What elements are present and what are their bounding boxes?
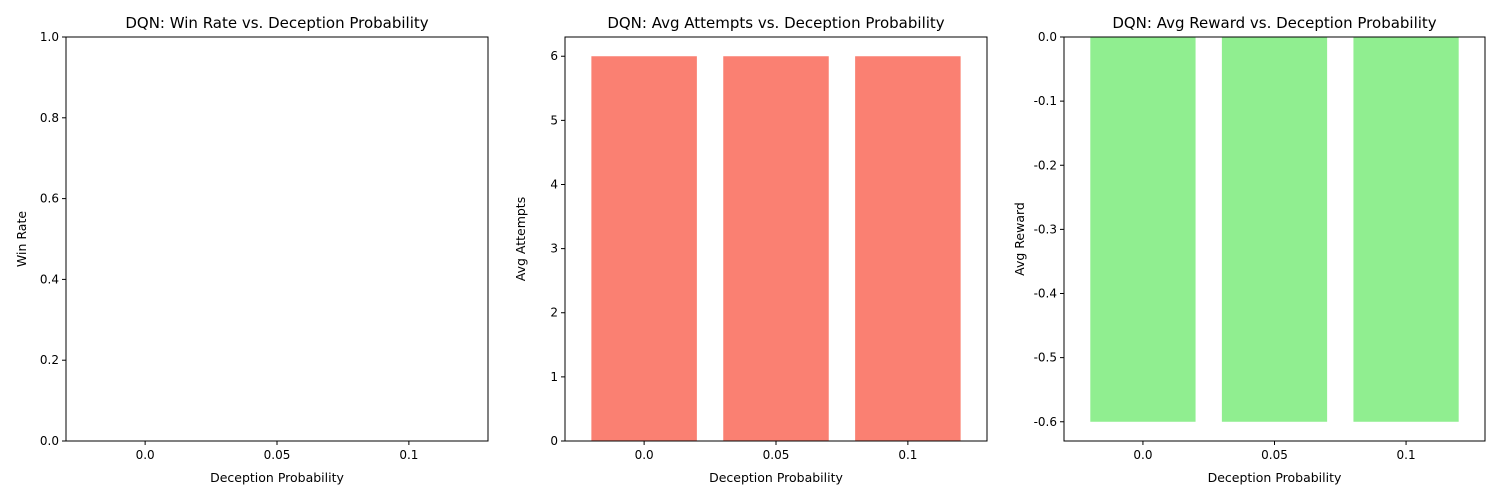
chart-title: DQN: Win Rate vs. Deception Probability [125,14,428,32]
chart-title: DQN: Avg Attempts vs. Deception Probabil… [607,14,944,32]
y-axis-label: Avg Attempts [513,197,528,281]
x-axis-label: Deception Probability [210,470,344,485]
x-axis-label: Deception Probability [1208,470,1342,485]
y-tick-label: -0.6 [1034,415,1057,429]
y-tick-label: 0.6 [40,192,59,206]
y-tick-label: 0.0 [40,434,59,448]
bar [1090,37,1196,422]
y-tick-label: 0.4 [40,272,59,286]
x-tick-label: 0.1 [1397,448,1416,462]
y-axis-label: Win Rate [14,211,29,267]
bar [1353,37,1459,422]
x-tick-label: 0.1 [898,448,917,462]
bar [855,56,961,441]
y-tick-label: 2 [550,306,558,320]
bar [723,56,829,441]
x-tick-label: 0.0 [1133,448,1152,462]
y-tick-label: 1.0 [40,30,59,44]
x-tick-label: 0.0 [136,448,155,462]
x-tick-label: 0.0 [635,448,654,462]
y-tick-label: -0.2 [1034,158,1057,172]
chart-title: DQN: Avg Reward vs. Deception Probabilit… [1112,14,1436,32]
x-tick-label: 0.05 [1261,448,1288,462]
x-tick-label: 0.05 [763,448,790,462]
x-tick-label: 0.05 [264,448,291,462]
bar [1221,37,1328,422]
bar [591,56,697,441]
subplot-2: 0.0 0.05 0.1 0 1 2 3 4 5 6 DQN: Avg Attempts vs. D… [513,14,988,485]
y-tick-label: 0 [550,434,558,448]
y-tick-label: 1 [550,370,558,384]
y-tick-label: -0.5 [1034,351,1057,365]
axes-frame [65,36,489,442]
x-tick-label: 0.1 [399,448,418,462]
y-tick-label: -0.1 [1034,94,1057,108]
y-tick-label: 0.0 [1038,30,1057,44]
x-axis-label: Deception Probability [709,470,843,485]
y-tick-label: 0.2 [40,353,59,367]
y-tick-label: 4 [550,177,558,191]
y-tick-label: -0.4 [1034,287,1057,301]
y-tick-label: -0.3 [1034,222,1057,236]
y-tick-label: 5 [550,113,558,127]
y-tick-label: 6 [550,49,558,63]
y-tick-label: 0.8 [40,111,59,125]
subplot-1: 0.0 0.05 0.1 0.0 0.2 0.4 0.6 0.8 1.0 DQN: Win Rat… [14,14,489,485]
y-axis-label: Avg Reward [1012,202,1027,276]
subplot-3: 0.0 0.05 0.1 -0.6 -0.5 -0.4 -0.3 -0.2 -0.1 0.0 DQN… [1012,14,1486,485]
y-tick-label: 3 [550,242,558,256]
